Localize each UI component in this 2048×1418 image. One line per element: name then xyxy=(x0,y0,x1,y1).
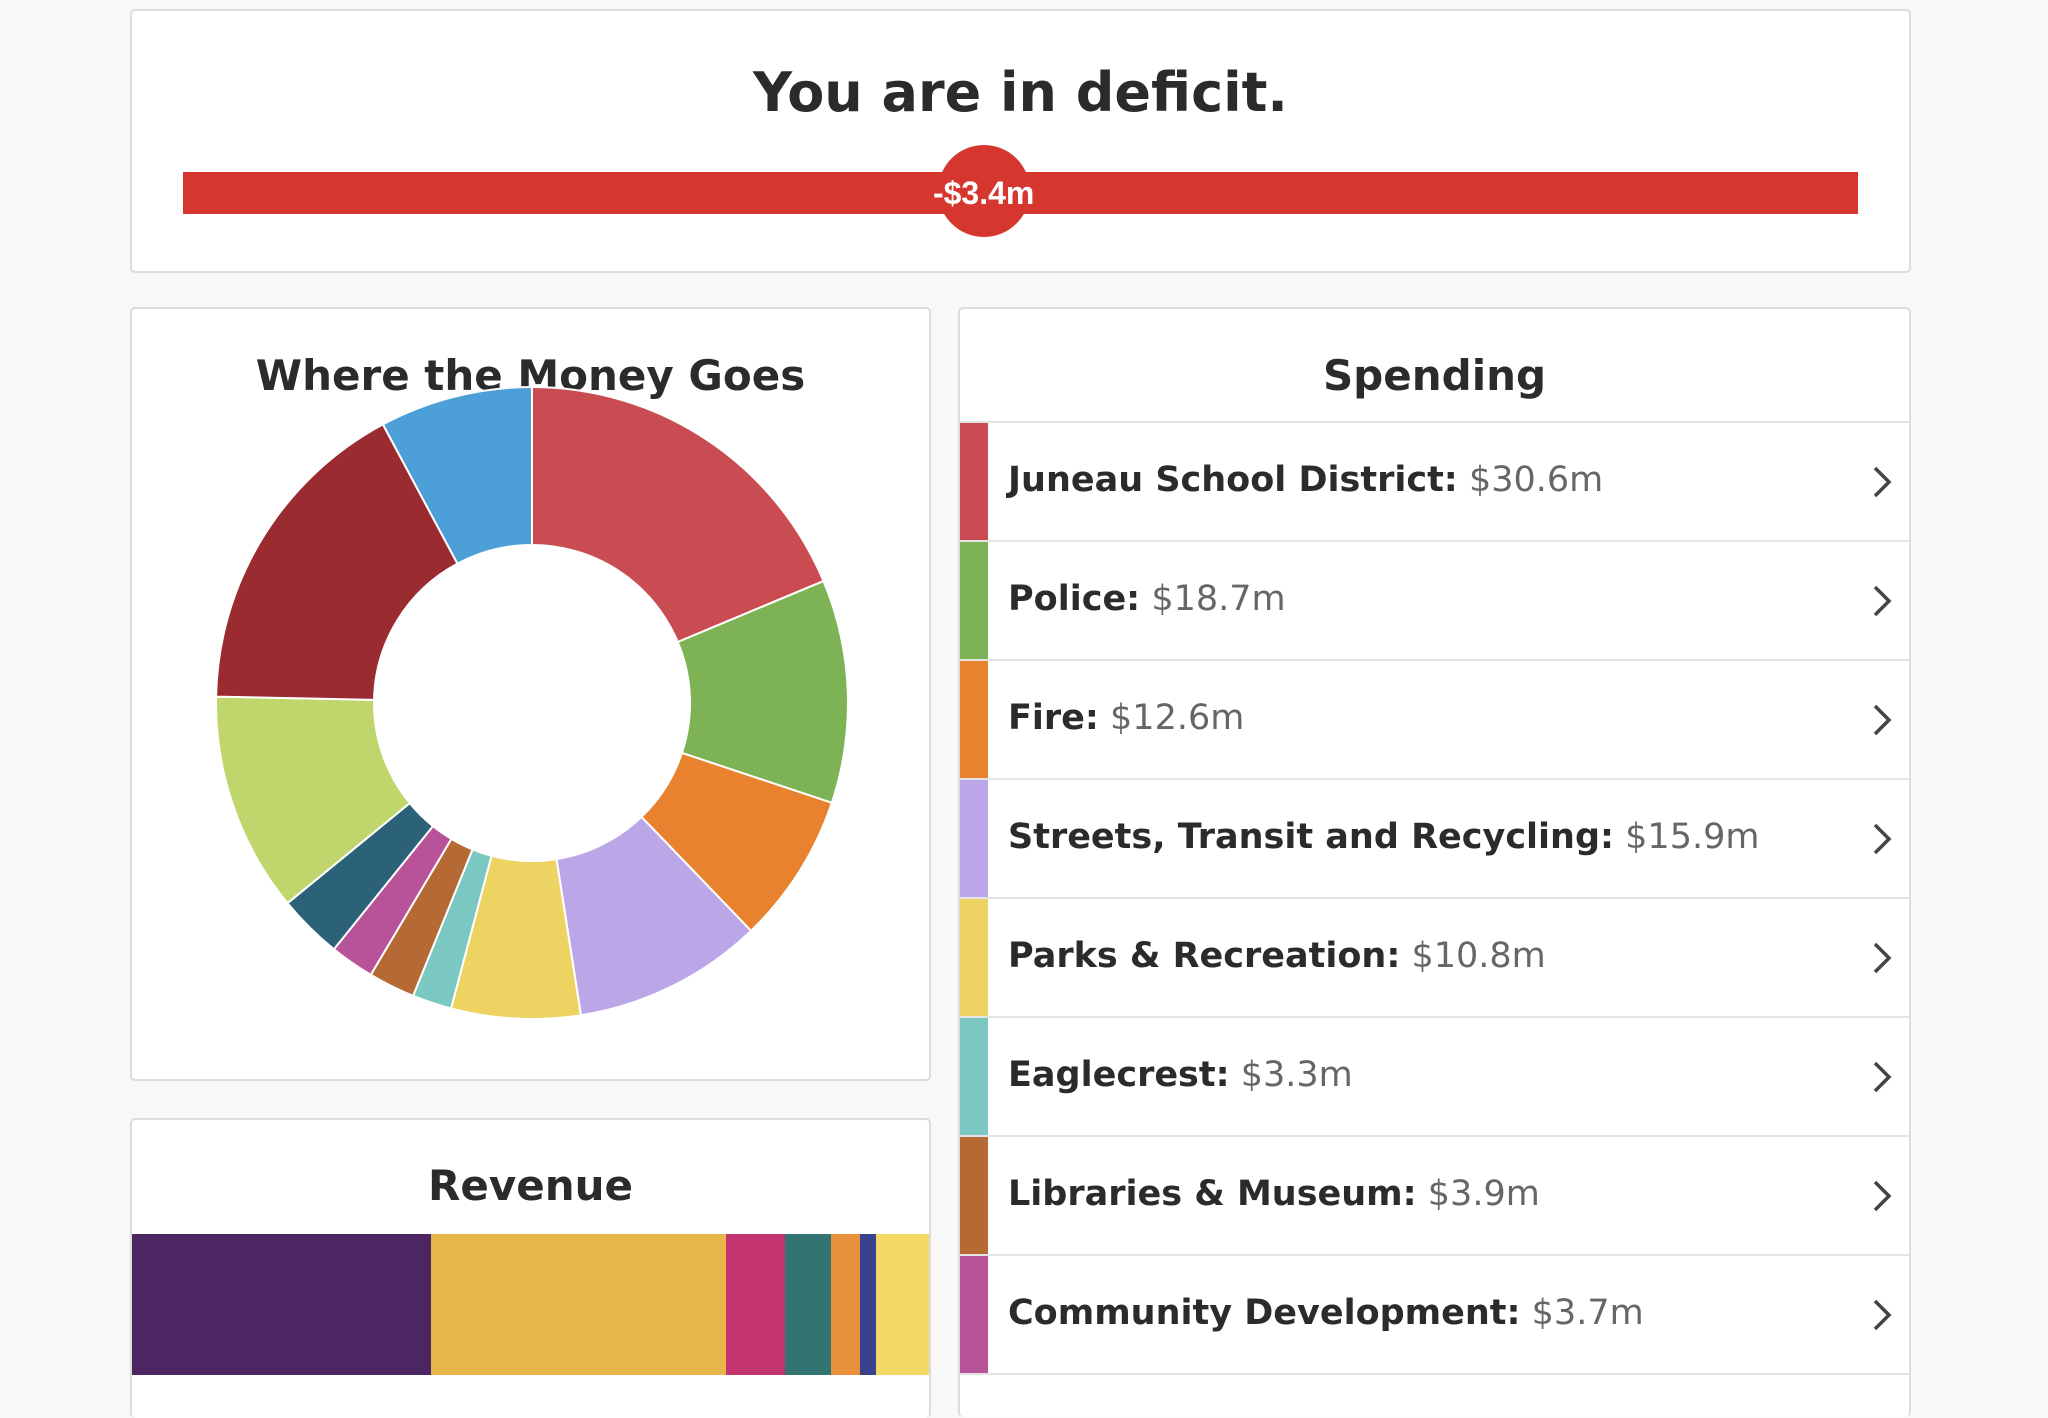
chevron-right-icon[interactable] xyxy=(1871,822,1893,856)
spending-title: Spending xyxy=(1322,351,1547,400)
deficit-title: You are in deficit. xyxy=(753,61,1288,124)
spending-row-text: Eaglecrest: $3.3m xyxy=(1008,1055,1353,1095)
revenue-segment[interactable] xyxy=(132,1234,431,1375)
spending-row[interactable]: Community Development: $3.7m xyxy=(960,1256,1909,1375)
spending-list: Juneau School District: $30.6m Police: $1… xyxy=(960,423,1909,1375)
spending-row-text: Libraries & Museum: $3.9m xyxy=(1008,1174,1540,1214)
category-amount: $3.9m xyxy=(1416,1174,1540,1214)
category-color-swatch xyxy=(960,542,988,659)
chevron-right-icon[interactable] xyxy=(1871,941,1893,975)
category-name: Eaglecrest: xyxy=(1008,1055,1230,1095)
spending-row-text: Streets, Transit and Recycling: $15.9m xyxy=(1008,817,1759,857)
category-name: Juneau School District: xyxy=(1008,460,1458,500)
spending-row[interactable]: Parks & Recreation: $10.8m xyxy=(960,899,1909,1018)
category-name: Police: xyxy=(1008,579,1141,619)
spending-row-text: Police: $18.7m xyxy=(1008,579,1286,619)
spending-panel: Spending Juneau School District: $30.6m P… xyxy=(958,307,1911,1417)
deficit-value: -$3.4m xyxy=(932,175,1035,211)
revenue-segment[interactable] xyxy=(830,1234,861,1375)
chevron-right-icon[interactable] xyxy=(1871,465,1893,499)
revenue-segment[interactable] xyxy=(784,1234,831,1375)
category-name: Fire: xyxy=(1008,698,1099,738)
category-amount: $18.7m xyxy=(1140,579,1286,619)
category-amount: $3.7m xyxy=(1520,1293,1644,1333)
category-color-swatch xyxy=(960,899,988,1016)
spending-row-text: Parks & Recreation: $10.8m xyxy=(1008,936,1546,976)
spending-row[interactable]: Police: $18.7m xyxy=(960,542,1909,661)
revenue-segment[interactable] xyxy=(725,1234,785,1375)
spending-row[interactable]: Eaglecrest: $3.3m xyxy=(960,1018,1909,1137)
spending-row[interactable]: Fire: $12.6m xyxy=(960,661,1909,780)
spending-header: Spending xyxy=(960,309,1909,423)
category-amount: $10.8m xyxy=(1400,936,1546,976)
chevron-right-icon[interactable] xyxy=(1871,1298,1893,1332)
donut-slice[interactable] xyxy=(215,695,412,905)
deficit-marker[interactable] xyxy=(937,145,1030,237)
category-name: Libraries & Museum: xyxy=(1008,1174,1417,1214)
donut-slice[interactable] xyxy=(381,385,533,566)
category-color-swatch xyxy=(960,1137,988,1254)
donut-slice[interactable] xyxy=(676,579,849,805)
spending-row-text: Community Development: $3.7m xyxy=(1008,1293,1644,1333)
category-color-swatch xyxy=(960,661,988,778)
revenue-segment[interactable] xyxy=(430,1234,726,1375)
deficit-panel: You are in deficit. -$3.4m xyxy=(130,9,1911,273)
revenue-panel: Revenue xyxy=(130,1118,931,1418)
category-name: Parks & Recreation: xyxy=(1008,936,1401,976)
chevron-right-icon[interactable] xyxy=(1871,1060,1893,1094)
category-color-swatch xyxy=(960,780,988,897)
revenue-segment[interactable] xyxy=(860,1234,877,1375)
category-color-swatch xyxy=(960,1256,988,1373)
donut-slice[interactable] xyxy=(531,385,825,644)
where-money-goes-panel: Where the Money Goes xyxy=(130,307,931,1081)
category-amount: $15.9m xyxy=(1614,817,1760,857)
category-color-swatch xyxy=(960,1018,988,1135)
spending-row-text: Juneau School District: $30.6m xyxy=(1008,460,1603,500)
spending-row[interactable]: Streets, Transit and Recycling: $15.9m xyxy=(960,780,1909,899)
spending-row[interactable]: Libraries & Museum: $3.9m xyxy=(960,1137,1909,1256)
donut-slice[interactable] xyxy=(215,423,459,701)
spending-row-text: Fire: $12.6m xyxy=(1008,698,1244,738)
spending-row[interactable]: Juneau School District: $30.6m xyxy=(960,423,1909,542)
chevron-right-icon[interactable] xyxy=(1871,1179,1893,1213)
category-amount: $3.3m xyxy=(1229,1055,1353,1095)
revenue-title: Revenue xyxy=(428,1161,633,1210)
category-color-swatch xyxy=(960,423,988,540)
category-amount: $30.6m xyxy=(1457,460,1604,500)
revenue-segment[interactable] xyxy=(876,1234,929,1375)
chevron-right-icon[interactable] xyxy=(1871,584,1893,618)
chevron-right-icon[interactable] xyxy=(1871,703,1893,737)
category-name: Community Development: xyxy=(1008,1293,1521,1333)
category-amount: $12.6m xyxy=(1098,698,1245,738)
revenue-stacked-bar xyxy=(132,1234,929,1375)
spending-donut-chart xyxy=(215,385,849,1020)
category-name: Streets, Transit and Recycling: xyxy=(1008,817,1615,857)
